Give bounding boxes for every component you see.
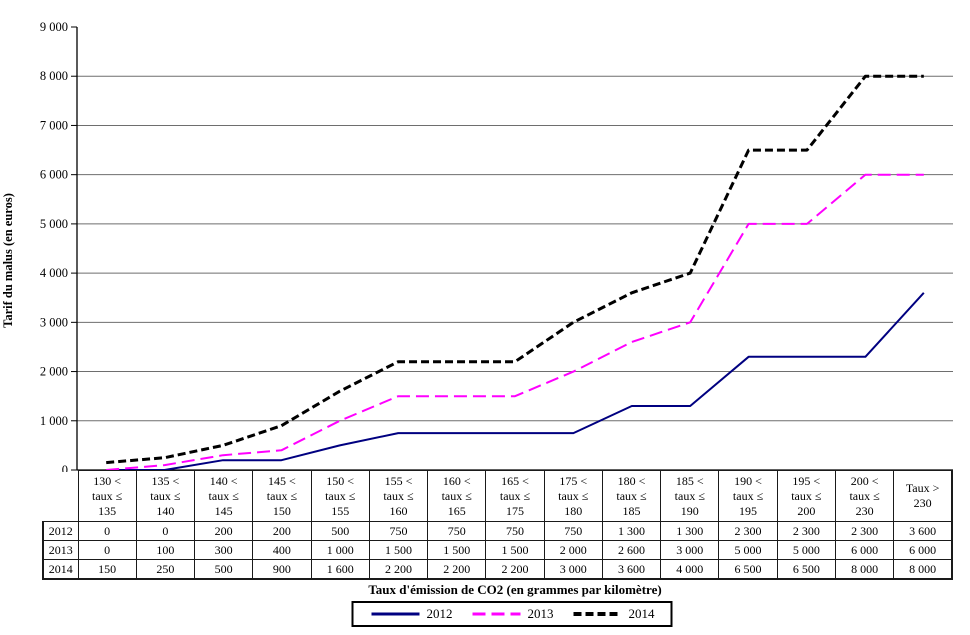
table-row-2013: 2013 0 100 300 400 1 000 1 500 1 500 1 500 2 000 2… xyxy=(42,540,954,560)
value-cell: 1 300 xyxy=(660,521,720,541)
value-cell: 3 600 xyxy=(601,559,662,580)
value-cell: 8 000 xyxy=(893,559,954,580)
series-line-2012 xyxy=(106,292,925,471)
value-cell: 150 xyxy=(77,559,137,580)
category-header: 150 < taux ≤ 155 xyxy=(310,470,370,522)
value-cell: 6 500 xyxy=(718,559,778,580)
y-tick-label: 5 000 xyxy=(40,217,68,231)
table-row-2012: 2012 0 0 200 200 500 750 750 750 750 1 300 1 300 2 3… xyxy=(42,521,954,541)
value-cell: 5 000 xyxy=(718,540,778,560)
value-cell: 400 xyxy=(252,540,312,560)
category-header: 180 < taux ≤ 185 xyxy=(601,470,662,522)
value-cell: 2 300 xyxy=(776,521,836,541)
legend-item-2014: 2014 xyxy=(572,606,655,622)
legend-item-2012: 2012 xyxy=(370,606,453,622)
value-cell: 3 000 xyxy=(660,540,720,560)
value-cell: 200 xyxy=(194,521,254,541)
value-cell: 2 000 xyxy=(543,540,603,560)
category-header: 175 < taux ≤ 180 xyxy=(543,470,603,522)
y-tick-label: 8 000 xyxy=(40,69,68,83)
value-cell: 8 000 xyxy=(834,559,895,580)
y-tick-label: 9 000 xyxy=(40,20,68,34)
table-header-row: 130 < taux ≤ 135 135 < taux ≤ 140 140 < ta… xyxy=(43,470,954,522)
value-cell: 1 500 xyxy=(427,540,487,560)
value-cell: 0 xyxy=(77,540,137,560)
value-cell: 6 500 xyxy=(776,559,836,580)
value-cell: 6 000 xyxy=(834,540,895,560)
value-cell: 250 xyxy=(135,559,196,580)
value-cell: 900 xyxy=(252,559,312,580)
value-cell: 2 200 xyxy=(427,559,487,580)
value-cell: 1 500 xyxy=(368,540,429,560)
category-header: 135 < taux ≤ 140 xyxy=(135,470,196,522)
x-axis-title: Taux d'émission de CO2 (en grammes par k… xyxy=(368,582,662,597)
value-cell: 100 xyxy=(135,540,196,560)
value-cell: 750 xyxy=(543,521,603,541)
value-cell: 1 300 xyxy=(601,521,662,541)
y-tick-label: 3 000 xyxy=(40,315,68,329)
legend-line-sample-2013 xyxy=(472,612,521,616)
category-header: 140 < taux ≤ 145 xyxy=(194,470,254,522)
value-cell: 3 000 xyxy=(543,559,603,580)
legend-label-2014: 2014 xyxy=(628,606,655,621)
value-cell: 2 200 xyxy=(368,559,429,580)
value-cell: 1 500 xyxy=(485,540,545,560)
table-row-2014: 2014 150 250 500 900 1 600 2 200 2 200 2 200 3 00… xyxy=(42,559,954,580)
y-tick-label: 7 000 xyxy=(40,118,68,132)
value-cell: 750 xyxy=(485,521,545,541)
category-header: 155 < taux ≤ 160 xyxy=(368,470,429,522)
category-header: 160 < taux ≤ 165 xyxy=(427,470,487,522)
value-cell: 3 600 xyxy=(893,521,954,541)
value-cell: 1 000 xyxy=(310,540,370,560)
data-table: 130 < taux ≤ 135 135 < taux ≤ 140 140 < ta… xyxy=(42,470,954,580)
value-cell: 0 xyxy=(77,521,137,541)
value-cell: 750 xyxy=(427,521,487,541)
y-tick-label: 4 000 xyxy=(40,266,68,280)
series-line-2014 xyxy=(106,74,924,465)
value-cell: 500 xyxy=(194,559,254,580)
value-cell: 750 xyxy=(368,521,429,541)
value-cell: 6 000 xyxy=(893,540,954,560)
row-label: 2014 xyxy=(42,559,79,580)
row-label: 2013 xyxy=(42,540,79,560)
value-cell: 200 xyxy=(252,521,312,541)
legend-label-2013: 2013 xyxy=(527,606,554,621)
value-cell: 2 600 xyxy=(601,540,662,560)
y-tick-label: 6 000 xyxy=(40,168,68,182)
category-header: 185 < taux ≤ 190 xyxy=(660,470,720,522)
value-cell: 2 300 xyxy=(718,521,778,541)
category-header: Taux > 230 xyxy=(893,470,954,522)
y-tick-label: 2 000 xyxy=(40,365,68,379)
category-header: 195 < taux ≤ 200 xyxy=(776,470,836,522)
category-header: 200 < taux ≤ 230 xyxy=(834,470,895,522)
value-cell: 4 000 xyxy=(660,559,720,580)
legend-line-sample-2012 xyxy=(371,612,420,616)
value-cell: 0 xyxy=(135,521,196,541)
value-cell: 500 xyxy=(310,521,370,541)
value-cell: 2 200 xyxy=(485,559,545,580)
value-cell: 2 300 xyxy=(834,521,895,541)
table-corner-cell xyxy=(43,471,78,522)
category-header: 145 < taux ≤ 150 xyxy=(252,470,312,522)
y-tick-label: 1 000 xyxy=(40,414,68,428)
value-cell: 5 000 xyxy=(776,540,836,560)
category-header: 190 < taux ≤ 195 xyxy=(718,470,778,522)
y-axis-title: Tarif du malus (en euros) xyxy=(1,193,15,328)
legend-label-2012: 2012 xyxy=(426,606,453,621)
legend-item-2013: 2013 xyxy=(471,606,554,622)
category-header: 130 < taux ≤ 135 xyxy=(77,470,137,522)
legend: 2012 2013 2014 xyxy=(351,601,673,627)
value-cell: 1 600 xyxy=(310,559,370,580)
legend-line-sample-2014 xyxy=(573,612,622,616)
category-header: 165 < taux ≤ 175 xyxy=(485,470,545,522)
series-line-2013 xyxy=(106,173,924,471)
row-label: 2012 xyxy=(42,521,79,541)
value-cell: 300 xyxy=(194,540,254,560)
